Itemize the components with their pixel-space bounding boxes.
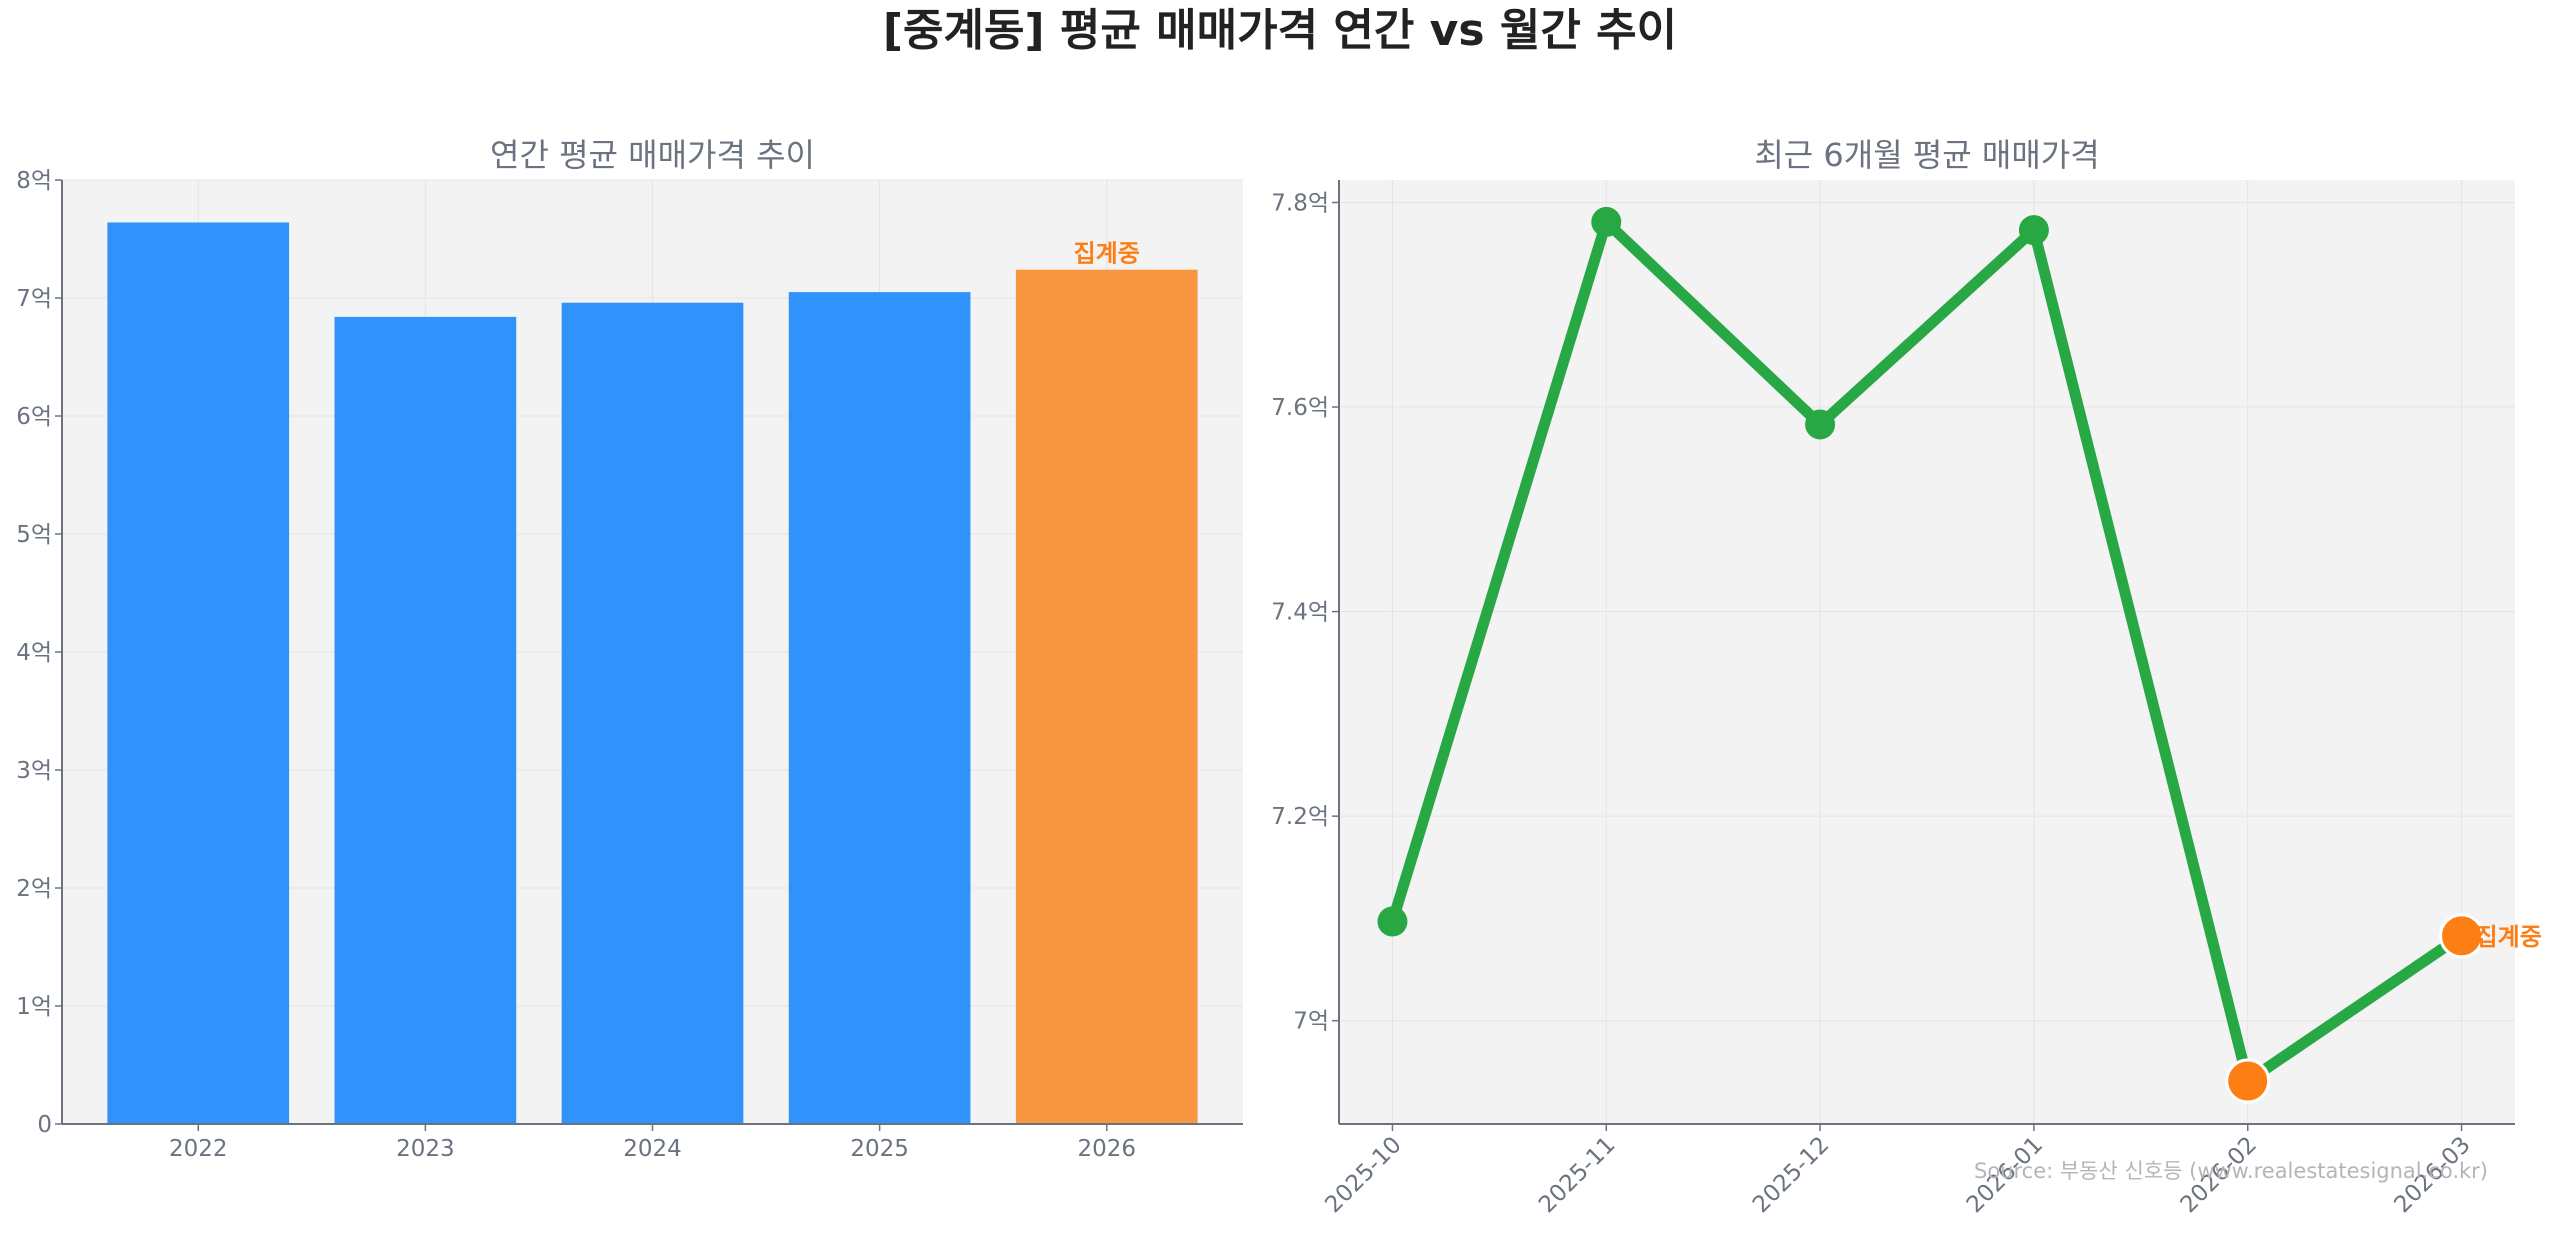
plot-area xyxy=(1339,180,2515,1124)
y-tick-label: 7억 xyxy=(1293,1009,1329,1035)
y-tick-label: 8억 xyxy=(16,168,52,194)
point-2026-03 xyxy=(2439,913,2485,959)
bar-2026 xyxy=(1015,269,1198,1124)
y-tick-label: 7.6억 xyxy=(1271,395,1329,421)
point-2025-11 xyxy=(1591,206,1622,237)
bar-2025 xyxy=(788,292,971,1125)
in-progress-line xyxy=(2244,931,2465,1086)
x-tick-label: 2022 xyxy=(169,1136,228,1162)
y-tick-label: 7.2억 xyxy=(1271,804,1329,830)
point-2026-02 xyxy=(2225,1058,2271,1104)
x-tick-label: 2024 xyxy=(623,1136,682,1162)
y-tick-label: 0 xyxy=(37,1112,52,1138)
x-tick-label: 2025 xyxy=(850,1136,909,1162)
in-progress-label: 집계중 xyxy=(1074,240,1140,268)
bar-2023 xyxy=(334,316,517,1124)
y-tick-label: 1억 xyxy=(16,994,52,1020)
bar-2022 xyxy=(107,222,290,1125)
y-tick-label: 4억 xyxy=(16,640,52,666)
bar-2024 xyxy=(561,302,744,1125)
y-tick-label: 7.4억 xyxy=(1271,600,1329,626)
y-tick-label: 6억 xyxy=(16,404,52,430)
y-tick-label: 7억 xyxy=(16,286,52,312)
chart-title: 연간 평균 매매가격 추이 xyxy=(490,136,815,174)
y-tick-label: 2억 xyxy=(16,876,52,902)
x-tick-label: 2025-12 xyxy=(1748,1132,1834,1218)
y-tick-label: 7.8억 xyxy=(1271,191,1329,217)
chart-title: 최근 6개월 평균 매매가격 xyxy=(1754,136,2099,174)
point-2026-01 xyxy=(2018,215,2049,246)
y-tick-label: 5억 xyxy=(16,522,52,548)
annual-bar-chart: 0 1억 2억 3억 4억 5억 6억 7억 8억 2022 2023 2024 2025 2026 집계중… xyxy=(16,136,1243,1162)
x-tick-label: 2023 xyxy=(396,1136,455,1162)
x-tick-label: 2025-11 xyxy=(1534,1132,1620,1218)
x-tick-label: 2026 xyxy=(1077,1136,1136,1162)
in-progress-label: 집계중 xyxy=(2476,923,2542,951)
point-2025-12 xyxy=(1805,409,1836,440)
x-tick-label: 2025-10 xyxy=(1320,1132,1406,1218)
y-tick-label: 3억 xyxy=(16,758,52,784)
figure-title: [중계동] 평균 매매가격 연간 vs 월간 추이 xyxy=(883,5,1677,56)
point-2025-10 xyxy=(1377,906,1408,937)
source-caption: Source: 부동산 신호등 (www.realestatesignal.co… xyxy=(1974,1159,2488,1183)
